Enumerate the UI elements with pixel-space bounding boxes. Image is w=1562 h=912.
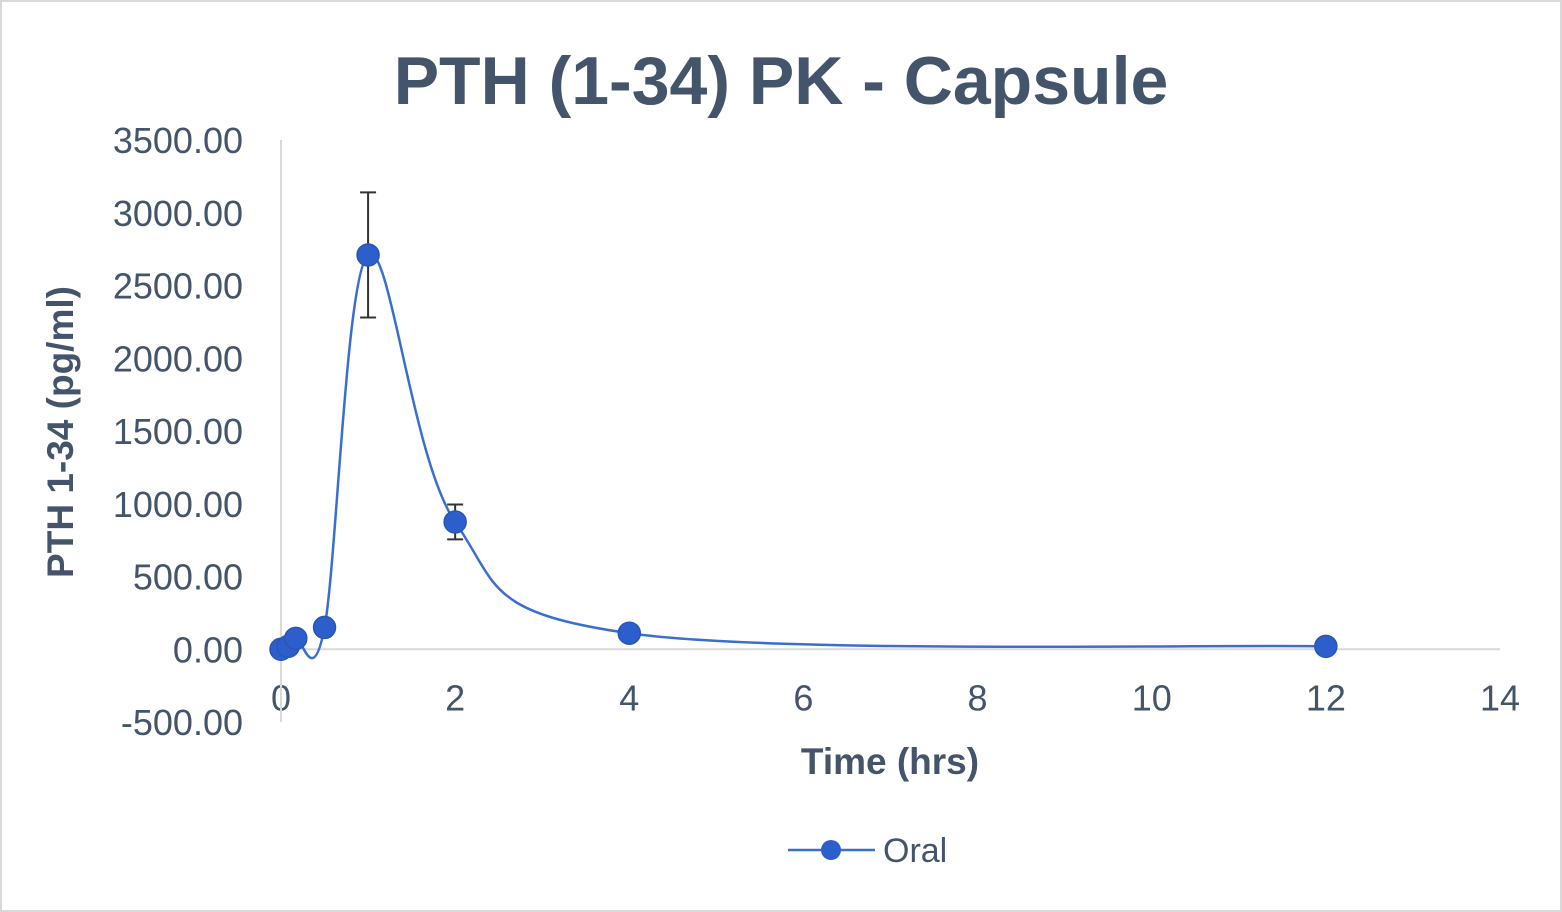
- data-point: [443, 510, 467, 534]
- x-tick-label: 10: [1132, 677, 1172, 718]
- y-tick-label: 1500.00: [113, 411, 243, 452]
- x-tick-label: 2: [445, 677, 465, 718]
- y-tick-label: 2500.00: [113, 266, 243, 307]
- y-tick-label: 500.00: [133, 557, 243, 598]
- x-axis-ticks: 0 2 4 6 8 10 12 14: [271, 677, 1520, 718]
- legend: Oral: [788, 832, 947, 870]
- x-axis-label: Time (hrs): [801, 741, 979, 782]
- axes: [280, 140, 1500, 722]
- y-tick-label: 1000.00: [113, 484, 243, 525]
- y-tick-label: 0.00: [173, 629, 243, 670]
- x-tick-label: 6: [793, 677, 813, 718]
- y-axis-label: PTH 1-34 (pg/ml): [40, 286, 81, 578]
- data-point: [356, 243, 380, 267]
- x-tick-label: 4: [619, 677, 639, 718]
- x-tick-label: 12: [1306, 677, 1346, 718]
- x-tick-label: 8: [968, 677, 988, 718]
- legend-marker: [821, 840, 841, 860]
- y-tick-label: 3000.00: [113, 193, 243, 234]
- plot-area: [269, 191, 1338, 661]
- data-point: [284, 626, 308, 651]
- chart-title: PTH (1-34) PK - Capsule: [394, 43, 1169, 119]
- y-axis-ticks: -500.00 0.00 500.00 1000.00 1500.00 2000.00 25…: [113, 120, 243, 743]
- y-tick-label: -500.00: [121, 702, 243, 743]
- data-point: [312, 615, 337, 640]
- series-line-oral: [280, 252, 1326, 660]
- legend-label: Oral: [883, 832, 947, 870]
- data-point: [617, 621, 642, 645]
- x-tick-label: 14: [1480, 677, 1520, 718]
- y-tick-label: 2000.00: [113, 338, 243, 379]
- data-point: [1314, 634, 1338, 659]
- y-tick-label: 3500.00: [113, 120, 243, 161]
